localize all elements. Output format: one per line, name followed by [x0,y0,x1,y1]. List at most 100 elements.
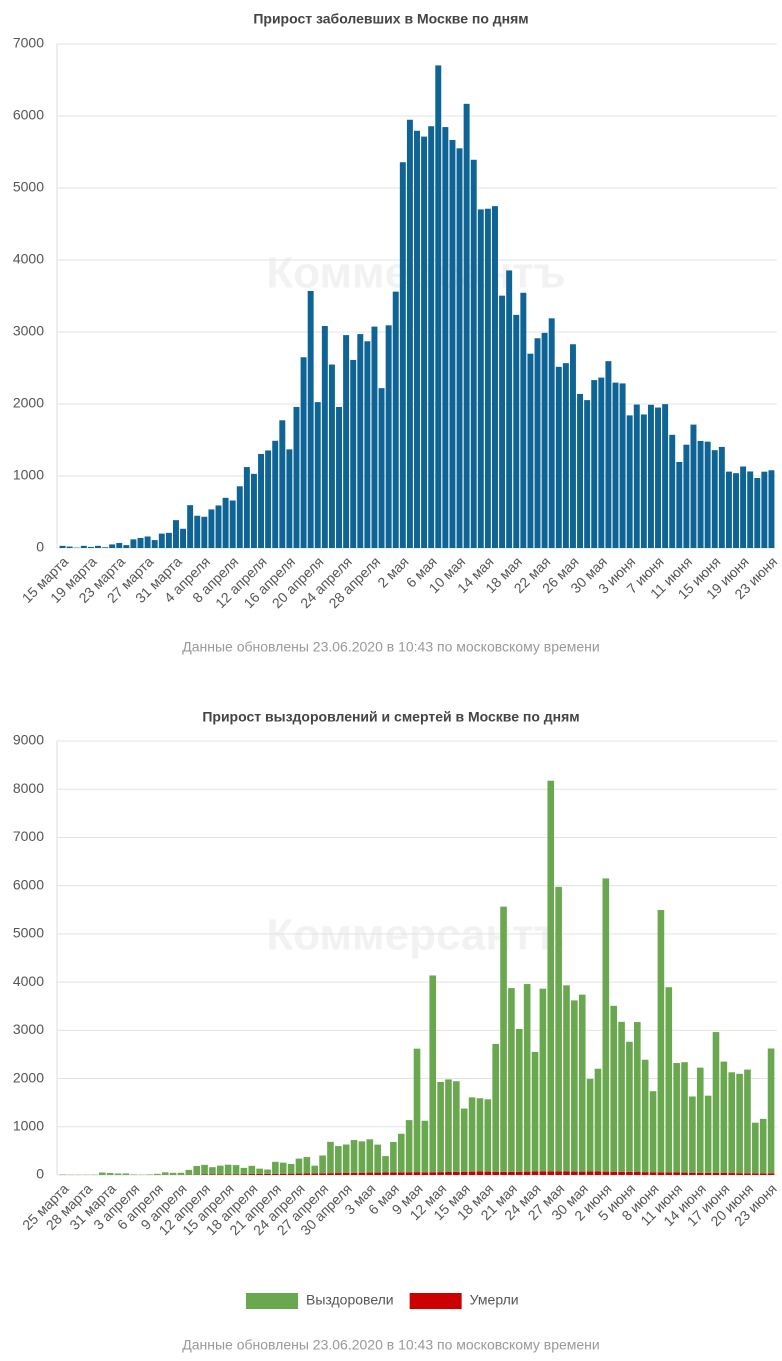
bar [106,1173,114,1175]
bar [216,1174,224,1175]
bar [508,988,515,1172]
bar [555,1171,562,1175]
bar [563,985,570,1172]
bar [342,1172,350,1175]
bar [477,209,484,548]
bar [728,1072,736,1174]
bar [725,471,732,548]
bar [499,295,506,548]
bar [523,984,531,1172]
bar [506,270,513,548]
bar [286,449,293,548]
bar [109,544,116,548]
bar [740,466,747,548]
bar [697,441,704,548]
bar [169,1172,177,1175]
bar [720,1061,728,1173]
bar [649,1172,657,1175]
bar [456,148,463,548]
bar [736,1073,743,1174]
bar [752,1173,759,1175]
bar [468,1097,476,1172]
bar [492,206,498,549]
bar [704,1095,712,1173]
bar [385,325,392,548]
bar [435,65,442,548]
bar [248,1165,256,1175]
y-tick-label: 7000 [13,35,44,51]
bar [264,1169,271,1174]
y-tick-label: 2000 [13,395,44,411]
bar [689,1096,696,1173]
bar [216,1165,224,1175]
bar [523,1171,531,1175]
bar [399,162,406,548]
bar [689,1172,696,1175]
bar [151,540,158,548]
bar [555,886,562,1172]
bar [696,1067,704,1173]
y-tick-label: 4000 [13,973,44,989]
bar [470,159,477,548]
bar [618,1171,625,1175]
bar [328,364,335,548]
y-tick-label: 4000 [13,251,44,267]
bar [279,420,286,548]
bar [460,1108,468,1172]
bar [209,1167,216,1175]
bar [180,528,187,548]
bar [371,326,378,548]
bar [492,1043,499,1172]
bar [445,1172,452,1175]
bar [319,1173,326,1175]
bar [311,1173,319,1175]
bar [681,1172,688,1175]
bar [342,1144,350,1173]
bar [413,1172,421,1175]
bar [224,1174,232,1175]
bar [598,377,605,548]
bar [122,1173,130,1175]
bar [683,444,690,548]
y-tick-label: 0 [36,539,44,555]
bar [515,1028,523,1172]
bar [673,1172,680,1175]
bar [405,1172,413,1175]
bar [303,1157,311,1174]
y-tick-label: 5000 [13,925,44,941]
bar [59,545,66,548]
bar [484,1099,492,1172]
y-tick-label: 5000 [13,179,44,195]
bar [468,1171,476,1175]
bar [240,1174,248,1175]
bar [555,366,562,548]
bar [657,1172,665,1175]
bar [437,1172,444,1175]
bar [633,404,640,548]
bar [165,532,172,548]
bar [413,1048,421,1173]
bar [547,780,555,1172]
bar [520,292,527,548]
bar [690,424,697,548]
bar [272,440,279,548]
bar [374,1172,381,1175]
bar [586,1171,594,1175]
bar [335,1146,342,1174]
bar [460,1171,468,1175]
bar [578,994,586,1172]
y-tick-label: 1000 [13,467,44,483]
bar [577,393,584,548]
bar [578,1171,586,1175]
bar [602,1171,610,1175]
bar [224,1164,232,1175]
y-tick-label: 6000 [13,876,44,892]
bar [366,1139,374,1173]
bar [116,542,123,548]
note: Данные обновлены 23.06.2020 в 10:43 по м… [182,639,599,655]
bar [655,407,662,548]
bar [229,500,236,548]
bar [759,1173,767,1175]
bar [527,353,534,548]
